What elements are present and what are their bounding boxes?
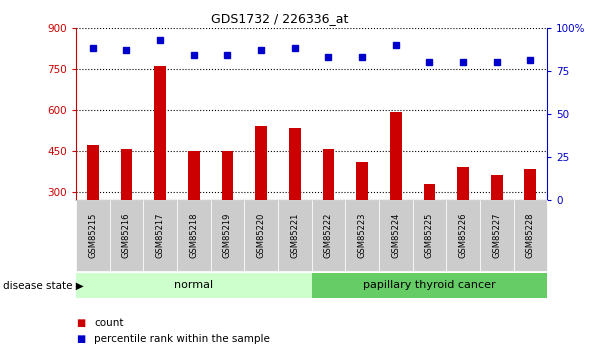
Text: GSM85223: GSM85223 — [358, 213, 367, 258]
Text: GSM85220: GSM85220 — [257, 213, 266, 258]
Text: GSM85217: GSM85217 — [156, 213, 165, 258]
Text: GSM85221: GSM85221 — [290, 213, 299, 258]
Bar — [424, 184, 435, 200]
Text: GSM85222: GSM85222 — [324, 213, 333, 258]
Bar — [322, 149, 334, 200]
Text: percentile rank within the sample: percentile rank within the sample — [94, 334, 270, 344]
Bar — [154, 66, 166, 200]
Text: GSM85219: GSM85219 — [223, 213, 232, 258]
Text: GSM85216: GSM85216 — [122, 213, 131, 258]
Bar — [390, 112, 402, 200]
Bar — [87, 145, 98, 200]
Text: GSM85218: GSM85218 — [189, 213, 198, 258]
Text: GSM85225: GSM85225 — [425, 213, 434, 258]
Bar — [221, 151, 233, 200]
Text: GSM85215: GSM85215 — [88, 213, 97, 258]
Text: GSM85224: GSM85224 — [391, 213, 400, 258]
Text: ■: ■ — [76, 318, 85, 327]
Bar — [356, 162, 368, 200]
Text: GSM85226: GSM85226 — [458, 213, 468, 258]
Text: GSM85228: GSM85228 — [526, 213, 535, 258]
Bar — [289, 128, 301, 200]
Bar — [120, 149, 133, 200]
Bar — [525, 169, 536, 200]
Bar — [188, 151, 199, 200]
Text: normal: normal — [174, 280, 213, 290]
Text: papillary thyroid cancer: papillary thyroid cancer — [363, 280, 496, 290]
Bar — [255, 126, 267, 200]
Bar — [457, 167, 469, 200]
Text: GDS1732 / 226336_at: GDS1732 / 226336_at — [211, 12, 348, 25]
Text: count: count — [94, 318, 124, 327]
Text: disease state ▶: disease state ▶ — [3, 280, 84, 290]
Text: ■: ■ — [76, 334, 85, 344]
Text: GSM85227: GSM85227 — [492, 213, 501, 258]
Bar — [491, 176, 503, 200]
